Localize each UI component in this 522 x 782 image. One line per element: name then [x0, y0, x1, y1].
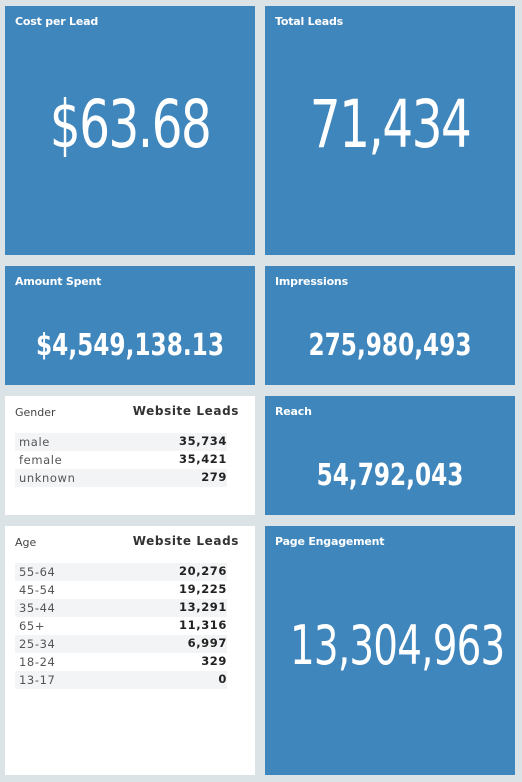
- table-row: 25-34 6,997: [15, 635, 227, 653]
- age-rows: 55-64 20,276 45-54 19,225 35-44 13,291 6…: [15, 563, 227, 689]
- table-row: 35-44 13,291: [15, 599, 227, 617]
- table-row: unknown 279: [15, 469, 227, 487]
- cost-per-lead-tile: Cost per Lead $63.68: [5, 6, 255, 255]
- table-row: 45-54 19,225: [15, 581, 227, 599]
- row-value: 329: [201, 654, 227, 668]
- impressions-tile: Impressions 275,980,493: [265, 266, 515, 385]
- row-label: 13-17: [19, 673, 56, 687]
- reach-value: 54,792,043: [316, 458, 464, 493]
- website-leads-column-header: Website Leads: [132, 534, 239, 548]
- age-column-header: Age: [15, 536, 37, 549]
- row-value: 6,997: [187, 636, 227, 650]
- row-value: 19,225: [179, 582, 227, 596]
- amount-spent-title: Amount Spent: [15, 275, 102, 288]
- total-leads-value: 71,434: [309, 86, 472, 163]
- page-engagement-value: 13,304,963: [290, 614, 505, 677]
- gender-table-tile: Gender Website Leads male 35,734 female …: [5, 396, 255, 515]
- age-table-header: Age Website Leads: [15, 534, 239, 552]
- table-row: 18-24 329: [15, 653, 227, 671]
- gender-rows: male 35,734 female 35,421 unknown 279: [15, 433, 227, 487]
- gender-table-header: Gender Website Leads: [15, 404, 239, 422]
- total-leads-title: Total Leads: [275, 15, 343, 28]
- table-row: 65+ 11,316: [15, 617, 227, 635]
- row-value: 11,316: [179, 618, 227, 632]
- row-label: 65+: [19, 619, 46, 633]
- row-value: 35,421: [179, 452, 227, 466]
- table-row: male 35,734: [15, 433, 227, 451]
- total-leads-tile: Total Leads 71,434: [265, 6, 515, 255]
- row-label: 35-44: [19, 601, 56, 615]
- row-value: 20,276: [179, 564, 227, 578]
- table-row: 13-17 0: [15, 671, 227, 689]
- row-label: 55-64: [19, 565, 56, 579]
- row-value: 13,291: [179, 600, 227, 614]
- row-value: 279: [201, 470, 227, 484]
- row-value: 35,734: [179, 434, 227, 448]
- reach-tile: Reach 54,792,043: [265, 396, 515, 515]
- row-label: 18-24: [19, 655, 56, 669]
- impressions-value: 275,980,493: [308, 328, 472, 363]
- table-row: female 35,421: [15, 451, 227, 469]
- row-label: female: [19, 453, 63, 467]
- table-row: 55-64 20,276: [15, 563, 227, 581]
- cost-per-lead-title: Cost per Lead: [15, 15, 99, 28]
- row-label: male: [19, 435, 50, 449]
- age-table-tile: Age Website Leads 55-64 20,276 45-54 19,…: [5, 526, 255, 775]
- row-label: 45-54: [19, 583, 56, 597]
- amount-spent-value: $4,549,138.13: [36, 328, 224, 363]
- reach-title: Reach: [275, 405, 312, 418]
- impressions-title: Impressions: [275, 275, 348, 288]
- cost-per-lead-value: $63.68: [49, 86, 212, 163]
- gender-column-header: Gender: [15, 406, 56, 419]
- row-label: 25-34: [19, 637, 56, 651]
- row-label: unknown: [19, 471, 76, 485]
- amount-spent-tile: Amount Spent $4,549,138.13: [5, 266, 255, 385]
- row-value: 0: [218, 672, 227, 686]
- website-leads-column-header: Website Leads: [132, 404, 239, 418]
- page-engagement-tile: Page Engagement 13,304,963: [265, 526, 515, 775]
- page-engagement-title: Page Engagement: [275, 535, 385, 548]
